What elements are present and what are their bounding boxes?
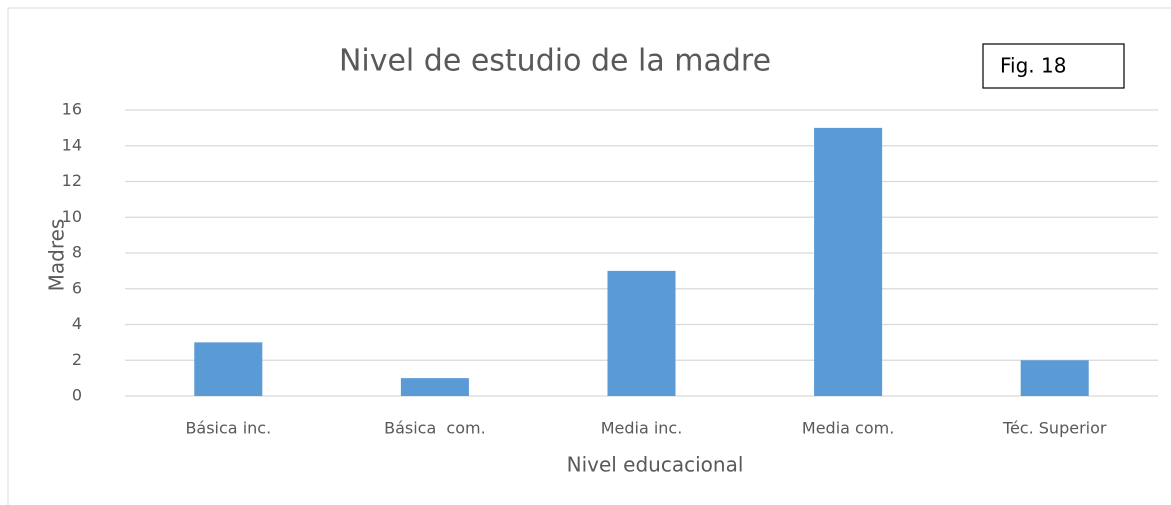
x-axis-label: Nivel educacional [567,453,744,477]
chart-title: Nivel de estudio de la madre [339,44,771,79]
chart-frame [7,7,1171,505]
x-tick-label: Básica inc. [185,419,271,438]
annotation-box [982,43,1125,89]
bar [1020,360,1089,396]
y-tick-label: 4 [72,314,82,333]
x-tick-label: Media com. [802,419,894,438]
bar [814,127,883,396]
y-tick-label: 6 [72,278,82,297]
y-tick-label: 8 [72,243,82,262]
bar [194,342,263,396]
y-tick-label: 16 [62,100,82,119]
x-tick-label: Téc. Superior [1002,419,1107,438]
bar [400,378,469,396]
y-tick-label: 0 [72,386,82,405]
y-tick-label: 10 [62,207,82,226]
y-axis-label: Madres [45,219,69,292]
y-tick-label: 12 [62,171,82,190]
x-tick-label: Básica com. [384,419,486,438]
x-tick-label: Media inc. [601,419,683,438]
annotation: Fig. 18 [1000,54,1066,78]
y-tick-label: 2 [72,350,82,369]
bar [607,270,676,396]
y-tick-label: 14 [62,135,82,154]
